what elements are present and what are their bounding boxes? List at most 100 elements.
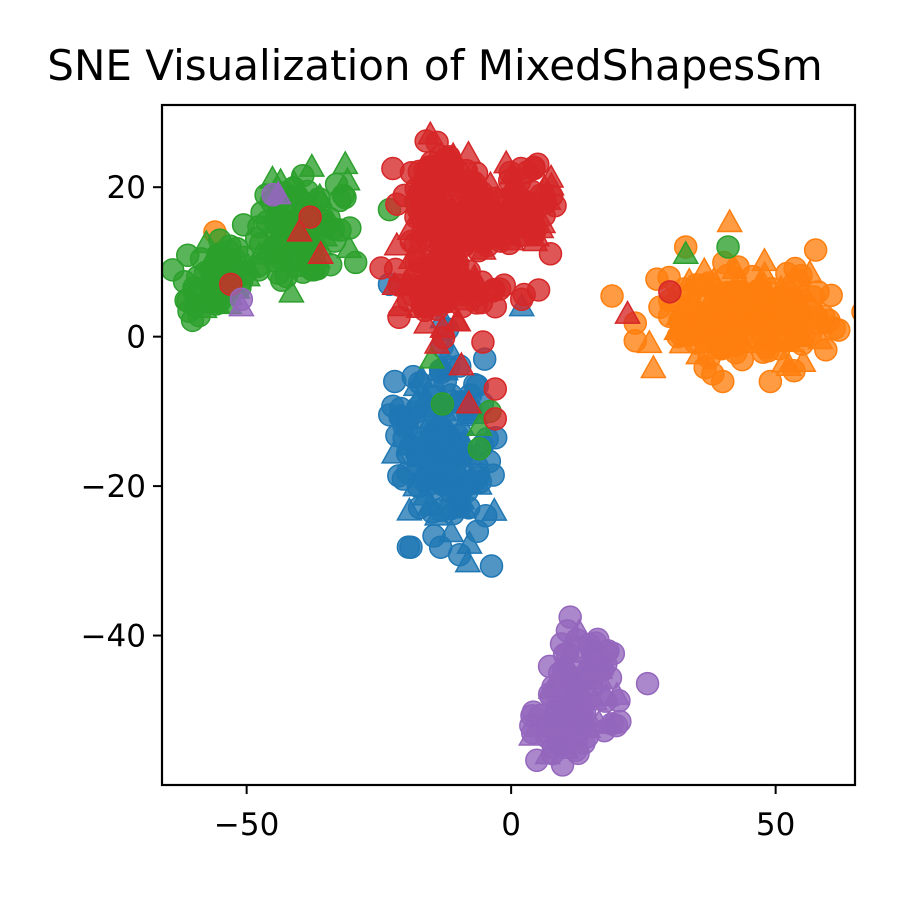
data-point-triangle: [751, 247, 778, 272]
data-point-circle: [635, 671, 660, 696]
data-point-circle: [430, 392, 455, 416]
data-point-circle: [417, 249, 442, 273]
data-point-circle: [790, 332, 814, 356]
data-point-triangle: [678, 291, 705, 315]
data-point-triangle: [444, 494, 472, 519]
data-point-circle: [417, 173, 442, 197]
data-point-circle: [685, 272, 709, 297]
data-point-triangle: [470, 235, 497, 260]
data-point-circle: [266, 261, 291, 285]
data-point-triangle: [774, 271, 801, 296]
data-point-circle: [404, 205, 428, 229]
y-tick-label: −20: [81, 469, 146, 505]
data-point-triangle: [565, 617, 593, 642]
data-point-triangle: [286, 217, 313, 242]
data-point-triangle: [721, 255, 748, 279]
data-point-triangle: [413, 309, 440, 334]
plot-area-frame: [160, 103, 857, 787]
data-point-circle: [710, 369, 735, 394]
data-point-circle: [471, 330, 495, 354]
data-point-circle: [490, 222, 514, 247]
data-point-triangle: [716, 208, 743, 233]
data-point-circle: [707, 332, 731, 357]
data-point-circle: [177, 299, 201, 323]
data-point-circle: [803, 238, 828, 262]
data-point-triangle: [523, 222, 551, 247]
data-point-circle: [541, 735, 566, 760]
x-tick-label: 0: [501, 807, 521, 843]
data-point-circle: [483, 407, 508, 431]
data-point-circle: [730, 347, 754, 372]
y-axis: 20 0 −20 −40: [81, 170, 162, 655]
data-point-circle: [383, 369, 407, 394]
data-point-triangle: [441, 241, 469, 266]
data-point-circle: [440, 154, 465, 179]
data-point-triangle: [331, 150, 359, 175]
data-point-triangle: [228, 292, 255, 317]
data-point-circle: [369, 256, 393, 280]
data-point-circle: [806, 280, 830, 304]
data-point-triangle: [443, 307, 471, 332]
data-point-circle: [298, 205, 322, 229]
data-point-triangle: [418, 344, 446, 369]
data-point-circle: [580, 676, 604, 700]
data-point-circle: [467, 436, 492, 461]
data-point-circle: [814, 338, 838, 362]
x-tick-label: 50: [756, 807, 795, 843]
data-point-triangle: [548, 708, 576, 732]
data-point-circle: [395, 415, 419, 439]
data-point-circle: [758, 369, 783, 394]
data-point-circle: [407, 371, 432, 395]
data-point-circle: [479, 554, 504, 578]
data-point-circle: [783, 256, 807, 281]
data-point-circle: [476, 189, 501, 214]
data-point-circle: [509, 287, 534, 312]
data-point-circle: [378, 403, 402, 427]
data-point-circle: [515, 160, 539, 185]
data-point-triangle: [381, 271, 408, 296]
data-point-circle: [668, 322, 693, 347]
data-point-circle: [623, 328, 648, 353]
chart-title: SNE Visualization of MixedShapesSm: [47, 41, 822, 90]
y-tick-label: 20: [107, 170, 146, 206]
data-point-triangle: [311, 222, 339, 247]
data-point-triangle: [614, 300, 641, 324]
x-tick-label: −50: [214, 807, 279, 843]
data-point-circle: [658, 280, 682, 304]
data-point-circle: [716, 235, 740, 259]
data-point-circle: [525, 748, 549, 773]
data-point-triangle: [380, 439, 408, 464]
data-point-triangle: [672, 240, 700, 265]
data-point-triangle: [454, 548, 482, 573]
data-point-triangle: [640, 354, 667, 379]
data-point-circle: [399, 535, 423, 559]
data-point-circle: [492, 273, 516, 297]
data-point-circle: [425, 130, 449, 155]
data-point-circle: [822, 316, 846, 341]
data-point-circle: [584, 631, 608, 655]
data-point-triangle: [423, 264, 450, 289]
data-point-circle: [381, 156, 405, 181]
data-point-circle: [473, 503, 498, 528]
data-point-circle: [483, 377, 508, 401]
data-point-circle: [600, 712, 624, 736]
data-point-circle: [456, 203, 480, 227]
data-point-triangle: [492, 149, 520, 174]
data-point-triangle: [298, 153, 326, 177]
data-point-triangle: [453, 286, 480, 311]
data-point-circle: [328, 188, 352, 213]
data-point-triangle: [447, 442, 475, 467]
data-point-triangle: [573, 714, 601, 738]
data-point-circle: [600, 284, 624, 308]
data-point-circle: [187, 280, 211, 304]
data-point-triangle: [423, 501, 451, 526]
data-point-circle: [558, 605, 582, 629]
data-point-triangle: [386, 292, 414, 317]
data-point-triangle: [752, 282, 780, 307]
data-point-triangle: [751, 322, 779, 347]
data-point-circle: [385, 192, 409, 216]
data-point-triangle: [437, 518, 465, 543]
data-point-triangle: [537, 674, 565, 699]
data-point-circle: [421, 435, 446, 460]
data-point-circle: [768, 311, 793, 335]
